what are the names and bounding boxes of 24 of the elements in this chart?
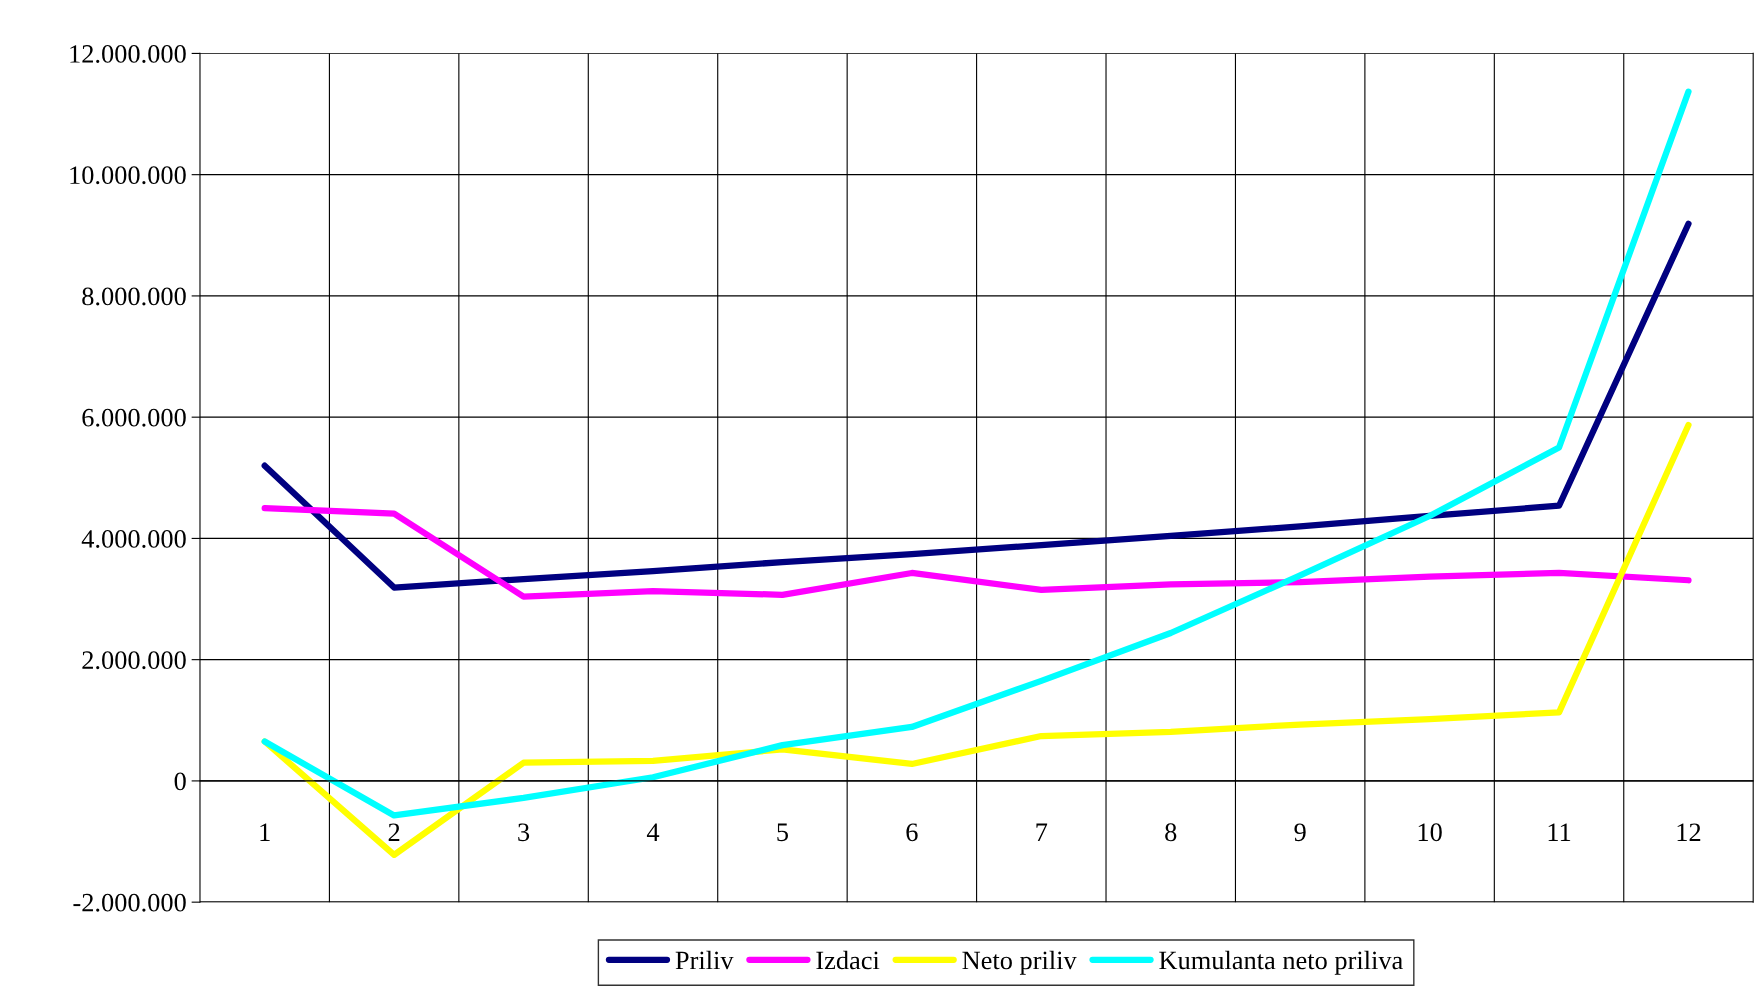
x-tick-label: 4 xyxy=(646,823,660,841)
x-tick-label: 10 xyxy=(1418,823,1442,842)
x-tick-label: 11 xyxy=(1548,823,1571,841)
y-tick-label: 10.000.000 xyxy=(70,166,186,185)
x-tick-label: 3 xyxy=(518,823,530,842)
legend-label: Kumulanta neto priliva xyxy=(1159,950,1403,975)
y-tick-label: 12.000.000 xyxy=(70,45,186,63)
legend-label: Priliv xyxy=(675,950,734,970)
y-tick-label: 2.000.000 xyxy=(82,651,186,670)
y-tick-label: 0 xyxy=(174,772,186,791)
x-tick-label: 7 xyxy=(1036,823,1048,841)
x-tick-label: 8 xyxy=(1165,823,1177,842)
x-tick-label: 6 xyxy=(906,823,918,842)
legend-label: Neto priliv xyxy=(962,950,1077,975)
x-tick-label: 1 xyxy=(260,823,270,841)
y-tick-label: 4.000.000 xyxy=(81,530,186,548)
x-tick-label: 9 xyxy=(1294,823,1306,842)
y-tick-label: 8.000.000 xyxy=(82,287,186,306)
x-tick-label: 2 xyxy=(388,823,400,841)
y-tick-label: 6.000.000 xyxy=(82,408,186,427)
legend-label: Izdaci xyxy=(816,950,880,970)
y-tick-label: -2.000.000 xyxy=(73,893,186,912)
x-tick-label: 5 xyxy=(777,823,788,842)
x-tick-label: 12 xyxy=(1677,823,1701,841)
